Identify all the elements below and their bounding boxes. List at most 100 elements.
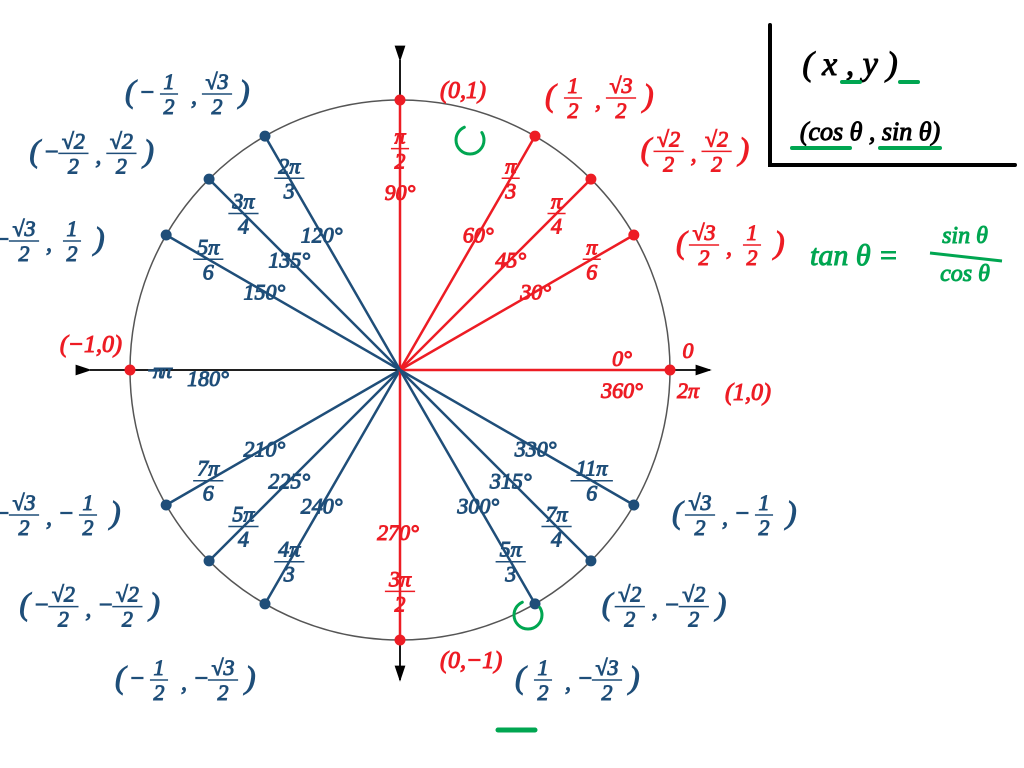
- svg-text:0°: 0°: [612, 346, 632, 371]
- svg-text:4: 4: [238, 527, 249, 552]
- svg-text:11π: 11π: [576, 456, 608, 481]
- point-315: [586, 556, 596, 566]
- svg-text:1: 1: [568, 73, 579, 98]
- point-270: [395, 635, 405, 645]
- svg-text:120°: 120°: [301, 222, 343, 247]
- svg-text:3π: 3π: [388, 566, 412, 591]
- svg-text:(: (: [672, 494, 685, 530]
- svg-text:2π: 2π: [677, 378, 700, 403]
- point-120: [260, 131, 270, 141]
- svg-text:): ): [237, 73, 250, 109]
- svg-text:1: 1: [67, 216, 78, 241]
- point-135: [204, 174, 214, 184]
- point-240: [260, 599, 270, 609]
- svg-text:2: 2: [395, 591, 406, 616]
- svg-text:,: ,: [46, 505, 52, 531]
- svg-text:2: 2: [624, 607, 635, 632]
- svg-text:2: 2: [663, 151, 674, 176]
- svg-text:2: 2: [688, 607, 699, 632]
- svg-text:π: π: [551, 188, 563, 213]
- svg-text:): ): [641, 77, 654, 113]
- svg-text:): ): [772, 224, 785, 260]
- svg-text:240°: 240°: [301, 494, 343, 519]
- svg-text:2: 2: [83, 515, 94, 540]
- svg-text:3: 3: [504, 562, 516, 587]
- svg-text:√2: √2: [682, 582, 705, 607]
- svg-text:(: (: [641, 130, 654, 166]
- point-150: [161, 230, 171, 240]
- svg-text:−: −: [0, 501, 10, 527]
- svg-text:): ): [627, 659, 640, 695]
- svg-text:√2: √2: [116, 582, 139, 607]
- svg-text:(: (: [29, 132, 42, 168]
- svg-text:2: 2: [154, 680, 165, 705]
- svg-text:4π: 4π: [278, 537, 301, 562]
- svg-text:π: π: [586, 234, 598, 259]
- svg-text:2: 2: [19, 515, 30, 540]
- svg-text:,: ,: [85, 597, 91, 623]
- svg-text:6: 6: [586, 259, 597, 284]
- svg-text:225°: 225°: [268, 469, 310, 494]
- svg-text:): ): [141, 132, 154, 168]
- svg-text:,: ,: [181, 670, 187, 696]
- svg-text:360°: 360°: [600, 378, 643, 403]
- svg-text:2: 2: [538, 680, 549, 705]
- svg-text:2: 2: [395, 149, 406, 174]
- svg-text:2: 2: [116, 153, 127, 178]
- svg-text:2: 2: [695, 515, 706, 540]
- svg-text:2: 2: [699, 245, 710, 270]
- svg-text:√2: √2: [618, 582, 641, 607]
- svg-text:210°: 210°: [243, 436, 285, 461]
- svg-text:(: (: [545, 77, 558, 113]
- svg-text:2: 2: [212, 94, 223, 119]
- svg-text:cos θ: cos θ: [940, 261, 990, 287]
- svg-text:−: −: [58, 501, 74, 527]
- svg-text:4: 4: [551, 213, 562, 238]
- svg-text:7π: 7π: [197, 456, 220, 481]
- svg-text:60°: 60°: [463, 222, 494, 247]
- svg-text:(0,−1): (0,−1): [440, 648, 502, 674]
- svg-text:3: 3: [504, 178, 516, 203]
- svg-text:(−1,0): (−1,0): [60, 332, 122, 358]
- svg-text:(: (: [676, 224, 689, 260]
- svg-text:−: −: [734, 501, 750, 527]
- svg-text:−: −: [193, 666, 209, 692]
- svg-text:1: 1: [759, 490, 770, 515]
- svg-text:1: 1: [747, 220, 758, 245]
- svg-text:(1,0): (1,0): [725, 380, 771, 406]
- svg-text:3π: 3π: [231, 188, 255, 213]
- svg-text:0: 0: [683, 338, 694, 363]
- svg-text:): ): [737, 130, 750, 166]
- point-45: [586, 174, 596, 184]
- svg-text:√3: √3: [595, 655, 618, 680]
- note-xy: ( x , y ): [802, 46, 897, 83]
- svg-text:2: 2: [68, 153, 79, 178]
- svg-text:2: 2: [164, 94, 175, 119]
- svg-text:1: 1: [164, 69, 175, 94]
- svg-text:2: 2: [759, 515, 770, 540]
- point-210: [161, 500, 171, 510]
- svg-text:(: (: [602, 586, 615, 622]
- radius-45: [400, 179, 591, 370]
- svg-text:−: −: [0, 227, 10, 253]
- svg-text:−: −: [129, 666, 145, 692]
- svg-text:(: (: [19, 586, 32, 622]
- svg-text:,: ,: [191, 84, 197, 110]
- svg-text:(: (: [515, 659, 528, 695]
- svg-text:5π: 5π: [197, 234, 220, 259]
- point-225: [204, 556, 214, 566]
- svg-text:2π: 2π: [278, 153, 301, 178]
- svg-text:sin θ: sin θ: [942, 223, 988, 249]
- svg-text:2: 2: [122, 607, 133, 632]
- svg-text:): ): [92, 220, 105, 256]
- svg-text:(0,1): (0,1): [440, 78, 486, 104]
- note-tan: tan θ =: [810, 239, 898, 272]
- svg-text:6: 6: [586, 481, 597, 506]
- svg-text:√2: √2: [110, 128, 133, 153]
- svg-text:√2: √2: [705, 126, 728, 151]
- svg-text:7π: 7π: [546, 502, 569, 527]
- svg-text:,: ,: [652, 597, 658, 623]
- svg-text:,: ,: [46, 231, 52, 257]
- svg-text:√3: √3: [211, 655, 234, 680]
- svg-text:45°: 45°: [495, 247, 526, 272]
